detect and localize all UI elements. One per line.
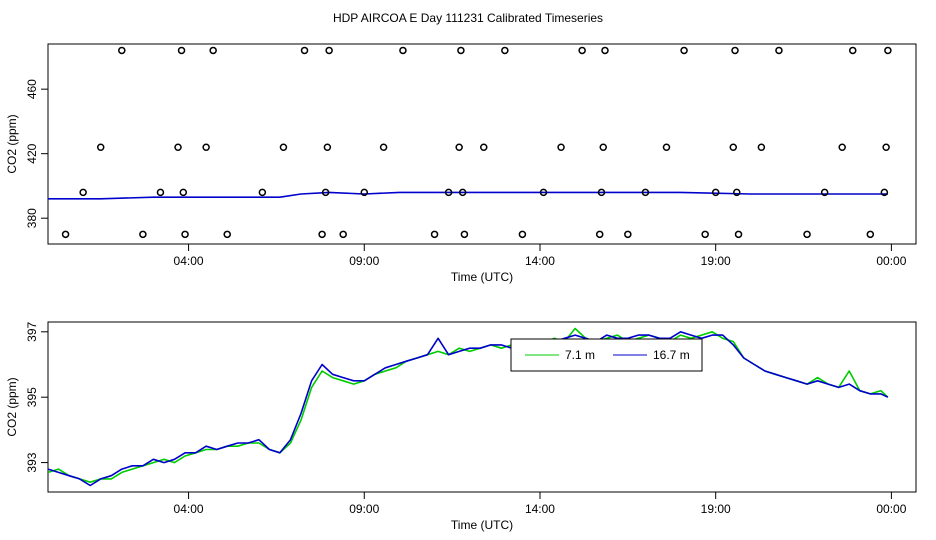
data-point bbox=[318, 230, 326, 239]
data-point bbox=[360, 188, 369, 197]
legend-label-16-7m: 16.7 m bbox=[653, 348, 690, 362]
top-series-layer bbox=[48, 46, 892, 239]
data-point bbox=[733, 188, 741, 197]
data-point bbox=[680, 46, 688, 55]
top-x-axis: 04:00 09:00 14:00 19:00 00:00 bbox=[174, 244, 907, 268]
data-point bbox=[880, 188, 889, 197]
data-point bbox=[156, 188, 165, 197]
figure-title: HDP AIRCOA E Day 111231 Calibrated Times… bbox=[333, 11, 603, 25]
data-point bbox=[325, 46, 333, 55]
y-tick-label: 420 bbox=[25, 143, 39, 163]
top-y-axis-label: CO2 (ppm) bbox=[5, 114, 19, 173]
data-point bbox=[455, 143, 463, 151]
data-point bbox=[884, 46, 892, 55]
data-point bbox=[518, 230, 527, 239]
bottom-y-axis: 393 395 397 bbox=[25, 321, 48, 473]
data-point bbox=[177, 46, 186, 55]
data-point bbox=[321, 188, 330, 197]
data-point bbox=[597, 188, 606, 197]
data-point bbox=[734, 230, 743, 239]
data-point bbox=[820, 188, 829, 197]
y-tick-label: 393 bbox=[25, 452, 39, 472]
data-point bbox=[399, 46, 407, 55]
data-point bbox=[323, 143, 332, 151]
data-point bbox=[300, 46, 309, 55]
y-tick-label: 380 bbox=[25, 208, 39, 228]
top-x-axis-label: Time (UTC) bbox=[451, 270, 513, 284]
data-point bbox=[209, 46, 217, 55]
data-point bbox=[578, 46, 586, 55]
legend-label-7-1m: 7.1 m bbox=[565, 348, 595, 362]
data-point bbox=[882, 143, 890, 151]
legend: 7.1 m 16.7 m bbox=[510, 338, 703, 372]
data-point bbox=[662, 143, 671, 151]
data-point bbox=[803, 230, 811, 239]
y-tick-label: 397 bbox=[25, 321, 39, 341]
top-y-axis: 380 420 460 bbox=[25, 79, 48, 228]
data-point bbox=[430, 230, 439, 239]
bottom-y-axis-label: CO2 (ppm) bbox=[5, 377, 19, 436]
data-point bbox=[599, 143, 607, 151]
data-point bbox=[711, 188, 720, 197]
data-point bbox=[379, 143, 388, 151]
data-point bbox=[458, 188, 467, 197]
data-point bbox=[557, 143, 565, 151]
data-point bbox=[279, 143, 288, 151]
bottom-x-axis: 04:00 09:00 14:00 19:00 00:00 bbox=[174, 492, 907, 516]
y-tick-label: 460 bbox=[25, 79, 39, 99]
series-line-16-7-m bbox=[47, 330, 889, 487]
data-point bbox=[61, 230, 70, 239]
x-tick-label: 09:00 bbox=[349, 254, 379, 268]
data-point bbox=[539, 188, 548, 197]
data-point bbox=[174, 143, 182, 151]
data-point bbox=[757, 143, 766, 151]
data-point bbox=[601, 46, 609, 55]
data-point bbox=[480, 143, 488, 151]
x-tick-label: 00:00 bbox=[876, 502, 906, 516]
data-point bbox=[460, 230, 469, 239]
x-tick-label: 14:00 bbox=[525, 502, 555, 516]
x-tick-label: 04:00 bbox=[174, 254, 204, 268]
data-point bbox=[457, 46, 465, 55]
data-point bbox=[79, 188, 87, 197]
data-point bbox=[118, 46, 126, 55]
series-line-0 bbox=[48, 191, 888, 200]
x-tick-label: 14:00 bbox=[525, 254, 555, 268]
top-panel-frame bbox=[47, 43, 917, 245]
data-point bbox=[731, 46, 739, 55]
data-point bbox=[339, 230, 347, 239]
bottom-series-layer bbox=[47, 327, 889, 487]
data-point bbox=[641, 188, 650, 197]
data-point bbox=[701, 230, 709, 239]
x-tick-label: 19:00 bbox=[701, 502, 731, 516]
data-point bbox=[258, 188, 267, 197]
bottom-x-axis-label: Time (UTC) bbox=[451, 518, 513, 532]
data-point bbox=[501, 46, 509, 55]
data-point bbox=[624, 230, 632, 239]
data-point bbox=[202, 143, 210, 151]
data-point bbox=[729, 143, 738, 151]
x-tick-label: 00:00 bbox=[876, 254, 906, 268]
data-point bbox=[775, 46, 783, 55]
data-point bbox=[848, 46, 857, 55]
top-panel: 04:00 09:00 14:00 19:00 00:00 380 420 460 Time… bbox=[5, 43, 917, 284]
data-point bbox=[179, 188, 188, 197]
data-point bbox=[223, 230, 231, 239]
data-point bbox=[139, 230, 147, 239]
data-point bbox=[838, 143, 846, 151]
data-point bbox=[96, 143, 105, 151]
bottom-panel-frame bbox=[47, 321, 917, 493]
y-tick-label: 395 bbox=[25, 387, 39, 407]
data-point bbox=[444, 188, 453, 197]
x-tick-label: 04:00 bbox=[174, 502, 204, 516]
data-point bbox=[181, 230, 189, 239]
x-tick-label: 19:00 bbox=[701, 254, 731, 268]
data-point bbox=[866, 230, 875, 239]
data-point bbox=[595, 230, 604, 239]
bottom-panel: 04:00 09:00 14:00 19:00 00:00 393 395 397 7.1 … bbox=[5, 321, 917, 532]
x-tick-label: 09:00 bbox=[349, 502, 379, 516]
